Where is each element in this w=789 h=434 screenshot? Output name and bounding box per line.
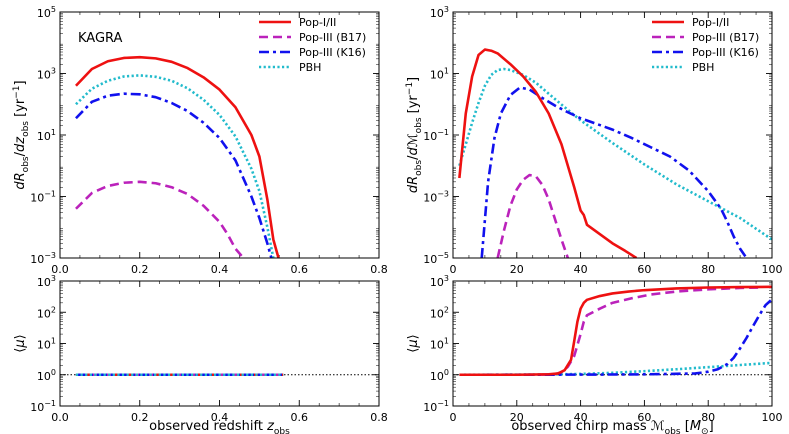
- top-left-y-axis-label: dRobs/dzobs [yr−1]: [12, 80, 31, 189]
- top-left-x-tick-label-1: 0.2: [131, 263, 149, 276]
- top-right-y-axis-label: dRobs/dℳobs [yr−1]: [405, 77, 424, 193]
- top-left-legend-label-pop-iii-b17: Pop-III (B17): [299, 31, 366, 44]
- top-left-series-group: [75, 55, 280, 258]
- bottom-left-x-tick-label-4: 0.8: [370, 411, 388, 424]
- top-left-y-tick-label-3: 103: [37, 67, 56, 82]
- bottom-right-y-tick-label-2: 101: [430, 337, 449, 352]
- top-left-series-pbh: [75, 74, 275, 258]
- top-right-x-tick-label-3: 60: [637, 263, 651, 276]
- top-right-series-group: [458, 48, 772, 258]
- bottom-right-series-group: [459, 285, 772, 377]
- bottom-right-x-tick-label-0: 0: [450, 411, 457, 424]
- top-left-series-pop-iii-b17: [75, 180, 245, 258]
- top-right-series-pop-iii-k16: [480, 86, 748, 258]
- bottom-right-y-tick-label-3: 102: [430, 305, 449, 320]
- bottom-left-y-tick-label-2: 101: [37, 337, 56, 352]
- top-left-x-tick-label-0: 0.0: [51, 263, 69, 276]
- top-left-y-tick-label-0: 10−3: [30, 251, 56, 266]
- bottom-left-axes-frame: [59, 280, 380, 407]
- top-right-y-tick-label-1: 10−3: [423, 190, 449, 205]
- top-right-legend-label-pop-i-ii: Pop-I/II: [692, 16, 729, 29]
- top-left-legend-label-pop-i-ii: Pop-I/II: [299, 16, 336, 29]
- bottom-left-y-tick-label-4: 103: [37, 274, 56, 289]
- top-left-legend-label-pop-iii-k16: Pop-III (K16): [299, 46, 366, 59]
- bottom-right-y-tick-label-1: 100: [430, 368, 449, 383]
- top-right-x-tick-label-1: 20: [510, 263, 524, 276]
- top-right-x-tick-label-4: 80: [701, 263, 715, 276]
- top-right-axes-frame: [452, 11, 773, 259]
- top-right-series-pop-i-ii: [458, 48, 638, 258]
- top-left-legend-label-pbh: PBH: [299, 61, 321, 74]
- bottom-right-x-tick-label-5: 100: [762, 411, 783, 424]
- bottom-left-x-tick-label-0: 0.0: [51, 411, 69, 424]
- top-left-y-tick-label-2: 101: [37, 128, 56, 143]
- bottom-right-series-pop-iii-k16: [481, 298, 772, 377]
- bottom-left-y-tick-label-0: 10−1: [30, 399, 56, 414]
- top-right-y-tick-label-2: 10−1: [423, 128, 449, 143]
- top-right-legend-label-pbh: PBH: [692, 61, 714, 74]
- bottom-right-x-tick-label-1: 20: [510, 411, 524, 424]
- bottom-right-x-tick-label-4: 80: [701, 411, 715, 424]
- top-right-x-tick-label-0: 0: [450, 263, 457, 276]
- top-right-legend-label-pop-iii-k16: Pop-III (K16): [692, 46, 759, 59]
- bottom-left-x-tick-label-2: 0.4: [211, 411, 229, 424]
- top-left-series-pop-i-ii: [75, 55, 280, 258]
- top-left-y-tick-label-1: 10−1: [30, 190, 56, 205]
- top-left-legend: Pop-I/II Pop-III (B17) Pop-III (K16) PBH: [259, 16, 366, 74]
- bottom-right-y-tick-label-4: 103: [430, 274, 449, 289]
- bottom-left-y-tick-label-1: 100: [37, 368, 56, 383]
- bottom-left-x-tick-label-1: 0.2: [131, 411, 149, 424]
- panel-top-right: 0 20 40 60 80 100 10−5 10−3 10−1 101 103 dRobs/dℳob…: [405, 5, 783, 276]
- top-left-axes-frame: [59, 11, 380, 259]
- top-left-y-tick-label-4: 105: [37, 5, 56, 20]
- top-left-x-tick-label-4: 0.8: [370, 263, 388, 276]
- bottom-right-x-tick-label-2: 40: [574, 411, 588, 424]
- panel-bottom-right: 0 20 40 60 80 100 10−1 100 101 102 103 ⟨μ⟩ observed …: [406, 274, 783, 434]
- bottom-left-y-axis-label: ⟨μ⟩: [13, 334, 28, 352]
- bottom-right-series-pbh: [459, 361, 772, 377]
- bottom-right-x-tick-label-3: 60: [637, 411, 651, 424]
- top-right-y-tick-label-4: 103: [430, 5, 449, 20]
- top-right-x-tick-label-5: 100: [762, 263, 783, 276]
- top-left-annotation: KAGRA: [78, 31, 123, 46]
- top-right-legend: Pop-I/II Pop-III (B17) Pop-III (K16) PBH: [652, 16, 759, 74]
- panel-bottom-left: 0.0 0.2 0.4 0.6 0.8 10−1 100 101 102 103 ⟨μ⟩ observ…: [13, 274, 388, 434]
- panel-top-left: 0.0 0.2 0.4 0.6 0.8 10−3 10−1 101 103 105 KAGRA dRo…: [12, 5, 388, 276]
- top-left-x-tick-label-3: 0.6: [291, 263, 309, 276]
- top-right-x-tick-label-2: 40: [574, 263, 588, 276]
- top-right-series-pbh: [458, 67, 772, 241]
- bottom-right-series-pop-i-ii: [459, 285, 772, 377]
- top-right-series-pop-iii-b17: [496, 173, 570, 258]
- bottom-left-x-tick-label-3: 0.6: [291, 411, 309, 424]
- bottom-left-x-axis-label: observed redshift zobs: [149, 419, 290, 434]
- bottom-right-axes-frame: [452, 280, 773, 407]
- bottom-right-y-tick-label-0: 10−1: [423, 399, 449, 414]
- bottom-left-y-tick-label-3: 102: [37, 305, 56, 320]
- top-right-legend-label-pop-iii-b17: Pop-III (B17): [692, 31, 759, 44]
- top-right-y-tick-label-0: 10−5: [423, 251, 449, 266]
- bottom-right-x-axis-label: observed chirp mass ℳobs [M⊙]: [511, 419, 713, 434]
- bottom-right-y-axis-label: ⟨μ⟩: [406, 334, 421, 352]
- bottom-right-series-pop-iii-b17: [497, 286, 760, 377]
- top-right-y-tick-label-3: 101: [430, 67, 449, 82]
- top-left-x-tick-label-2: 0.4: [211, 263, 229, 276]
- top-left-series-pop-iii-k16: [75, 92, 273, 258]
